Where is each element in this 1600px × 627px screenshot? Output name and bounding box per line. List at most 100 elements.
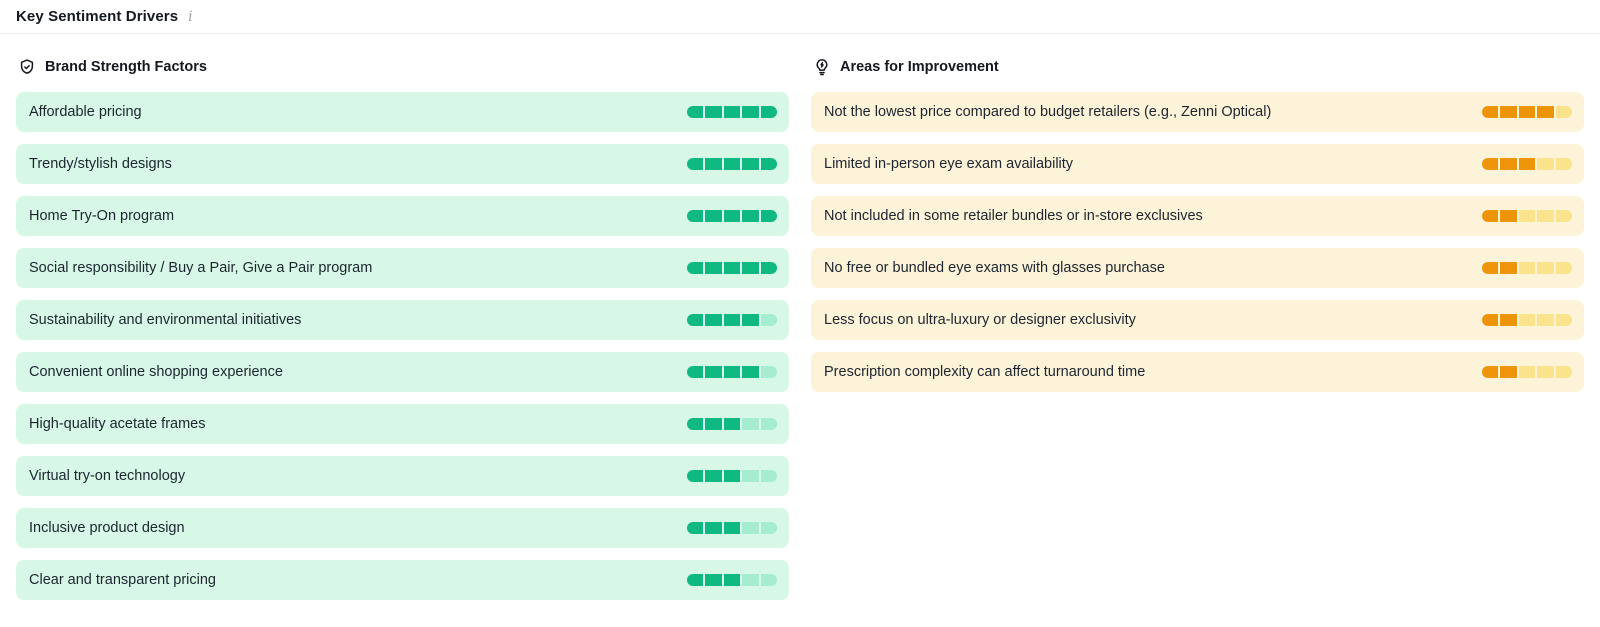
list-item-label: Convenient online shopping experience xyxy=(29,364,283,380)
score-segment xyxy=(1482,106,1499,118)
score-segment xyxy=(705,106,722,118)
sentiment-columns: Brand Strength Factors Affordable pricin… xyxy=(0,34,1600,612)
strengths-list: Affordable pricing Trendy/stylish designs… xyxy=(16,92,789,600)
score-segment xyxy=(1500,262,1517,274)
lightbulb-bolt-icon xyxy=(813,58,831,76)
score-segment xyxy=(742,210,759,222)
score-segment xyxy=(1555,106,1572,118)
score-segment xyxy=(687,210,704,222)
score-bar xyxy=(1482,262,1572,274)
score-segment xyxy=(687,314,704,326)
list-item: No free or bundled eye exams with glasse… xyxy=(811,248,1584,288)
score-bar xyxy=(687,210,777,222)
score-segment xyxy=(723,158,741,170)
list-item-label: Prescription complexity can affect turna… xyxy=(824,364,1146,380)
score-segment xyxy=(760,470,777,482)
score-segment xyxy=(723,470,741,482)
score-segment xyxy=(742,314,759,326)
score-segment xyxy=(760,314,777,326)
improvements-title: Areas for Improvement xyxy=(840,59,999,75)
score-segment xyxy=(1518,106,1536,118)
score-bar xyxy=(687,470,777,482)
column-improvements: Areas for Improvement Not the lowest pri… xyxy=(811,58,1584,612)
list-item-label: Not the lowest price compared to budget … xyxy=(824,104,1272,120)
list-item: Not included in some retailer bundles or… xyxy=(811,196,1584,236)
score-segment xyxy=(1500,158,1517,170)
list-item: Inclusive product design xyxy=(16,508,789,548)
list-item-label: Inclusive product design xyxy=(29,520,185,536)
list-item: Not the lowest price compared to budget … xyxy=(811,92,1584,132)
score-segment xyxy=(742,574,759,586)
list-item-label: Less focus on ultra-luxury or designer e… xyxy=(824,312,1136,328)
score-bar xyxy=(687,314,777,326)
score-segment xyxy=(1555,158,1572,170)
score-segment xyxy=(742,522,759,534)
score-bar xyxy=(687,366,777,378)
improvements-header: Areas for Improvement xyxy=(811,58,1584,76)
score-bar xyxy=(687,262,777,274)
score-segment xyxy=(1537,210,1554,222)
score-segment xyxy=(1518,210,1536,222)
list-item: Social responsibility / Buy a Pair, Give… xyxy=(16,248,789,288)
score-segment xyxy=(1555,366,1572,378)
score-segment xyxy=(1518,366,1536,378)
score-segment xyxy=(723,262,741,274)
score-segment xyxy=(723,574,741,586)
score-bar xyxy=(1482,158,1572,170)
score-segment xyxy=(723,366,741,378)
score-segment xyxy=(1518,314,1536,326)
score-segment xyxy=(687,262,704,274)
score-segment xyxy=(760,574,777,586)
score-bar xyxy=(687,522,777,534)
list-item-label: Trendy/stylish designs xyxy=(29,156,172,172)
score-bar xyxy=(687,574,777,586)
list-item: High-quality acetate frames xyxy=(16,404,789,444)
score-segment xyxy=(742,158,759,170)
score-segment xyxy=(742,418,759,430)
list-item: Home Try-On program xyxy=(16,196,789,236)
list-item: Trendy/stylish designs xyxy=(16,144,789,184)
score-segment xyxy=(687,418,704,430)
score-segment xyxy=(1500,106,1517,118)
score-segment xyxy=(760,106,777,118)
page-title: Key Sentiment Drivers xyxy=(16,8,179,25)
score-segment xyxy=(1537,158,1554,170)
list-item-label: No free or bundled eye exams with glasse… xyxy=(824,260,1165,276)
score-bar xyxy=(1482,106,1572,118)
list-item-label: Sustainability and environmental initiat… xyxy=(29,312,302,328)
score-segment xyxy=(687,158,704,170)
score-segment xyxy=(1537,262,1554,274)
score-bar xyxy=(1482,314,1572,326)
score-bar xyxy=(687,418,777,430)
score-segment xyxy=(705,314,722,326)
list-item-label: Limited in-person eye exam availability xyxy=(824,156,1074,172)
score-segment xyxy=(705,418,722,430)
list-item: Less focus on ultra-luxury or designer e… xyxy=(811,300,1584,340)
list-item-label: Home Try-On program xyxy=(29,208,175,224)
score-bar xyxy=(687,106,777,118)
score-segment xyxy=(1500,314,1517,326)
list-item: Affordable pricing xyxy=(16,92,789,132)
score-segment xyxy=(705,210,722,222)
score-bar xyxy=(687,158,777,170)
score-segment xyxy=(723,314,741,326)
score-segment xyxy=(1482,210,1499,222)
score-segment xyxy=(705,262,722,274)
list-item: Prescription complexity can affect turna… xyxy=(811,352,1584,392)
score-segment xyxy=(1518,262,1536,274)
list-item: Virtual try-on technology xyxy=(16,456,789,496)
score-bar xyxy=(1482,366,1572,378)
improvements-list: Not the lowest price compared to budget … xyxy=(811,92,1584,392)
score-segment xyxy=(705,366,722,378)
list-item-label: Social responsibility / Buy a Pair, Give… xyxy=(29,260,373,276)
info-icon[interactable]: i xyxy=(188,8,193,25)
score-segment xyxy=(760,210,777,222)
score-segment xyxy=(1500,366,1517,378)
card-header: Key Sentiment Drivers i xyxy=(0,0,1600,34)
score-segment xyxy=(1482,314,1499,326)
score-segment xyxy=(1482,262,1499,274)
score-segment xyxy=(1555,314,1572,326)
score-segment xyxy=(760,262,777,274)
list-item: Clear and transparent pricing xyxy=(16,560,789,600)
score-segment xyxy=(687,470,704,482)
